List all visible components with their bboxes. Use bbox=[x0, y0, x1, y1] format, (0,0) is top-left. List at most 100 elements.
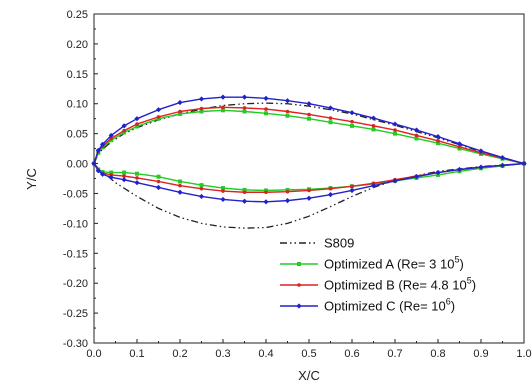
y-tick-label: -0.15 bbox=[63, 248, 88, 260]
data-point bbox=[198, 193, 205, 200]
data-point bbox=[242, 187, 247, 192]
legend: S809 Optimized A (Re= 3 105) Optimized B (… bbox=[280, 236, 476, 314]
data-point bbox=[155, 184, 162, 191]
data-point bbox=[100, 141, 106, 148]
x-tick-label: 0.4 bbox=[258, 348, 273, 360]
y-tick-label: -0.05 bbox=[63, 188, 88, 200]
data-point bbox=[307, 188, 311, 193]
axis-ticks: 0.0 0.1 0.2 0.3 0.4 0.5 0.6 0.7 0.8 0.9 1.0 0.25 0.2… bbox=[63, 9, 532, 360]
y-axis-title: Y/C bbox=[24, 168, 39, 190]
data-point bbox=[241, 94, 248, 100]
data-point bbox=[392, 178, 398, 184]
legend-marker-3 bbox=[296, 303, 302, 309]
x-tick-label: 0.1 bbox=[129, 348, 144, 360]
data-point bbox=[156, 174, 161, 179]
data-point bbox=[135, 124, 139, 129]
data-point bbox=[134, 180, 140, 186]
data-point bbox=[371, 124, 376, 128]
data-point bbox=[264, 190, 268, 195]
legend-marker-1 bbox=[297, 262, 301, 266]
data-point bbox=[328, 186, 333, 191]
data-point bbox=[109, 136, 113, 141]
series-line-lower bbox=[93, 162, 525, 192]
data-point bbox=[155, 107, 162, 113]
data-point bbox=[242, 106, 247, 110]
data-point bbox=[135, 176, 139, 180]
x-tick-label: 0.6 bbox=[344, 348, 359, 360]
data-point bbox=[177, 189, 183, 195]
data-point bbox=[122, 170, 127, 175]
data-point bbox=[349, 110, 355, 116]
x-tick-label: 0.3 bbox=[215, 348, 230, 360]
data-point bbox=[178, 179, 182, 184]
x-tick-label: 0.5 bbox=[301, 348, 316, 360]
data-point bbox=[177, 99, 183, 106]
series-line-upper bbox=[93, 106, 525, 165]
data-point bbox=[108, 132, 114, 139]
data-point bbox=[392, 121, 398, 127]
data-point bbox=[414, 133, 419, 138]
data-point bbox=[285, 189, 290, 194]
data-point bbox=[521, 160, 527, 167]
data-point bbox=[435, 134, 441, 140]
x-tick-label: 0.9 bbox=[473, 348, 488, 360]
data-point bbox=[122, 128, 126, 133]
data-point bbox=[328, 116, 333, 120]
data-point bbox=[91, 160, 97, 167]
data-point bbox=[241, 198, 248, 204]
y-tick-label: -0.25 bbox=[63, 308, 88, 320]
data-point bbox=[371, 127, 376, 132]
data-point bbox=[264, 107, 268, 111]
data-point bbox=[199, 183, 204, 188]
data-point bbox=[499, 154, 506, 161]
data-point bbox=[393, 131, 397, 136]
data-point bbox=[328, 120, 333, 125]
legend-entry-0: S809 bbox=[324, 236, 354, 251]
data-point bbox=[307, 112, 311, 117]
data-point bbox=[285, 109, 290, 114]
legend-entry-3: Optimized C (Re= 106) bbox=[324, 297, 455, 314]
data-point bbox=[284, 198, 291, 204]
y-tick-label: 0.25 bbox=[67, 9, 88, 21]
y-tick-label: -0.20 bbox=[63, 278, 88, 290]
data-point bbox=[199, 186, 204, 191]
data-point bbox=[263, 199, 269, 205]
x-axis-title: X/C bbox=[298, 368, 320, 383]
data-point bbox=[457, 144, 462, 149]
data-point bbox=[393, 128, 397, 132]
data-point bbox=[413, 174, 420, 180]
data-point bbox=[370, 115, 377, 121]
data-point bbox=[264, 111, 268, 116]
y-tick-label: -0.10 bbox=[63, 218, 88, 230]
data-point bbox=[456, 141, 463, 147]
data-point bbox=[499, 162, 506, 168]
data-point bbox=[242, 190, 247, 195]
data-point bbox=[221, 105, 225, 110]
data-point bbox=[350, 184, 354, 189]
data-point bbox=[95, 147, 101, 153]
data-point bbox=[306, 195, 312, 201]
data-point bbox=[285, 113, 290, 118]
data-point bbox=[199, 106, 204, 111]
data-point bbox=[436, 141, 440, 146]
data-point bbox=[156, 115, 161, 119]
data-point bbox=[350, 119, 354, 124]
data-point bbox=[135, 122, 139, 126]
x-tick-label: 0.0 bbox=[86, 348, 101, 360]
data-point bbox=[121, 123, 127, 129]
data-point bbox=[307, 116, 311, 121]
data-point bbox=[327, 192, 334, 198]
data-point bbox=[350, 123, 354, 128]
data-point bbox=[370, 183, 377, 189]
y-tick-label: -0.30 bbox=[63, 338, 88, 350]
series-layer bbox=[91, 94, 527, 229]
data-point bbox=[327, 105, 334, 111]
data-point bbox=[199, 109, 204, 114]
y-tick-label: 0.00 bbox=[67, 159, 88, 171]
data-point bbox=[178, 183, 182, 188]
data-point bbox=[221, 108, 225, 113]
data-point bbox=[134, 116, 140, 122]
data-point bbox=[435, 169, 441, 176]
data-point bbox=[220, 94, 226, 100]
